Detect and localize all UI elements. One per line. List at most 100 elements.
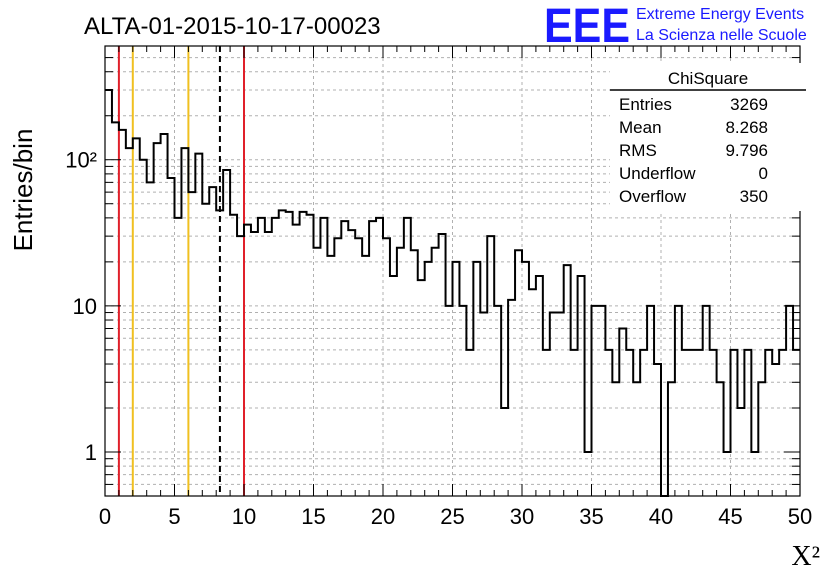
histogram-bin xyxy=(390,276,397,496)
histogram-bin xyxy=(647,306,654,496)
histogram-bin xyxy=(668,382,675,496)
histogram-bin xyxy=(633,382,640,496)
histogram-bin xyxy=(307,215,314,496)
histogram-bin xyxy=(279,210,286,496)
histogram-bin xyxy=(223,170,230,496)
x-tick-label: 20 xyxy=(371,504,395,529)
histogram-bin xyxy=(696,350,703,496)
histogram-bin xyxy=(140,160,147,496)
histogram-step-line xyxy=(105,88,800,497)
histogram-bin xyxy=(105,90,112,496)
histogram-bin xyxy=(168,178,175,496)
histogram-bin xyxy=(543,350,550,496)
histogram-bin xyxy=(786,306,793,496)
histogram-bin xyxy=(181,148,188,496)
histogram-bin xyxy=(536,276,543,496)
histogram-bin xyxy=(779,350,786,496)
chart-title: ALTA-01-2015-10-17-00023 xyxy=(84,13,381,40)
histogram-bin xyxy=(126,148,133,496)
histogram-bin xyxy=(522,262,529,496)
x-tick-label: 50 xyxy=(788,504,812,529)
histogram-bin xyxy=(744,350,751,496)
histogram-bin xyxy=(376,218,383,496)
histogram-bin xyxy=(619,329,626,496)
histogram-bin xyxy=(473,262,480,496)
y-tick-label: 1 xyxy=(85,440,97,465)
histogram-bin xyxy=(557,313,564,496)
stats-row-value: 9.796 xyxy=(725,141,768,160)
histogram-bin xyxy=(216,210,223,496)
vertical-lines-layer xyxy=(117,46,245,496)
stats-box: ChiSquare Entries 3269 Mean 8.268 RMS 9.796 Un… xyxy=(610,63,806,211)
x-tick-label: 30 xyxy=(510,504,534,529)
histogram-bin xyxy=(355,238,362,496)
histogram-bin xyxy=(598,306,605,496)
stats-row-label: Mean xyxy=(619,118,662,137)
stats-row-label: Overflow xyxy=(619,187,687,206)
histogram-bin xyxy=(244,225,251,496)
eee-logo: EEE xyxy=(544,0,630,53)
histogram-bin xyxy=(425,262,432,496)
histogram-bin xyxy=(230,215,237,496)
histogram-bin xyxy=(453,262,460,496)
histogram-bin xyxy=(703,306,710,496)
histogram-bin xyxy=(487,236,494,496)
x-tick-label: 5 xyxy=(168,504,180,529)
histogram-bin xyxy=(237,236,244,496)
histogram-bin xyxy=(348,230,355,496)
stats-box-title: ChiSquare xyxy=(668,69,748,88)
brand-line-1: Extreme Energy Events xyxy=(636,6,804,23)
x-tick-label: 35 xyxy=(579,504,603,529)
x-tick-label: 40 xyxy=(649,504,673,529)
x-tick-label: 0 xyxy=(99,504,111,529)
histogram-bin xyxy=(272,218,279,496)
histogram-bin xyxy=(654,364,661,496)
histogram-bin xyxy=(772,364,779,496)
histogram-bin xyxy=(731,350,738,496)
histogram-bin xyxy=(793,350,800,496)
x-tick-label: 15 xyxy=(301,504,325,529)
histogram-layer xyxy=(105,88,800,497)
histogram-bin xyxy=(439,234,446,496)
histogram-bin xyxy=(494,306,501,496)
histogram-bin xyxy=(320,218,327,496)
histogram-bin xyxy=(175,218,182,496)
histogram-bin xyxy=(334,238,341,496)
histogram-bin xyxy=(571,350,578,496)
histogram-bin xyxy=(286,212,293,496)
histogram-bin xyxy=(626,350,633,496)
histogram-bin xyxy=(327,256,334,496)
histogram-bin xyxy=(195,154,202,496)
stats-row-label: Underflow xyxy=(619,164,696,183)
histogram-bin xyxy=(466,350,473,496)
histogram-bin xyxy=(147,182,154,496)
histogram-bin xyxy=(578,276,585,496)
histogram-bin xyxy=(404,218,411,496)
y-tick-label: 10 xyxy=(73,294,97,319)
y-tick-label: 10² xyxy=(65,148,97,173)
histogram-bin xyxy=(675,306,682,496)
histogram-bin xyxy=(459,306,466,496)
stats-row-value: 0 xyxy=(759,164,768,183)
histogram-bin xyxy=(765,350,772,496)
histogram-bin xyxy=(564,265,571,496)
histogram-bin xyxy=(300,212,307,496)
axis-layer: 0 5 10 15 20 25 30 35 40 45 50 1 10 10² xyxy=(65,45,812,529)
histogram-bin xyxy=(592,306,599,496)
x-tick-label: 10 xyxy=(232,504,256,529)
histogram-bin xyxy=(640,350,647,496)
histogram-bin xyxy=(717,382,724,496)
histogram-bin xyxy=(293,225,300,496)
x-tick-label: 45 xyxy=(718,504,742,529)
brand-line-2: La Scienza nelle Scuole xyxy=(636,27,807,44)
stats-row-value: 350 xyxy=(740,187,768,206)
histogram-bin xyxy=(112,122,119,496)
x-tick-label: 25 xyxy=(440,504,464,529)
histogram-bin xyxy=(550,313,557,496)
stats-box-background xyxy=(610,63,806,211)
histogram-bin xyxy=(362,256,369,496)
histogram-bin xyxy=(383,238,390,496)
histogram-bin xyxy=(258,218,265,496)
histogram-bin xyxy=(682,350,689,496)
stats-row-label: RMS xyxy=(619,141,657,160)
